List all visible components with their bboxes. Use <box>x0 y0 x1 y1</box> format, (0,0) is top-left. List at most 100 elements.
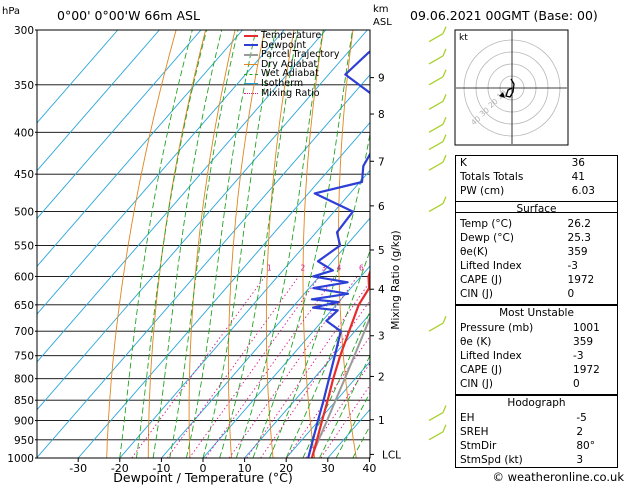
surface-row: Temp (°C) 26.2 <box>460 218 591 230</box>
pressure-tick-label: 500 <box>14 207 34 219</box>
wind-barb-staff <box>428 33 444 43</box>
storm-motion-arrow <box>499 92 505 98</box>
dry-adiabat-line <box>302 30 324 458</box>
wind-barb-staff <box>428 123 444 133</box>
most-unstable-table: Pressure (mb) 1001 θe (K) 359 Lifted Index… <box>456 321 617 391</box>
pressure-tick-label: 1000 <box>7 453 34 465</box>
wind-barb-flag <box>442 405 447 413</box>
km-unit-label: km <box>373 4 389 15</box>
hodograph-unit-label: kt <box>459 33 468 43</box>
mixing-ratio-line <box>188 276 320 458</box>
legend-swatch <box>244 64 258 66</box>
wind-barb-staff <box>428 431 444 441</box>
wet-adiabat-line <box>235 30 324 458</box>
isotherm-line <box>77 121 370 458</box>
surface-row: CIN (J) 0 <box>460 288 575 300</box>
isotherm-line <box>37 30 368 411</box>
hodo-row: SREH 2 <box>460 426 584 438</box>
wind-barb-staff <box>428 322 444 332</box>
mixing-ratio-label: 25 <box>443 263 453 272</box>
isotherm-line <box>37 30 160 172</box>
skewt-axes: 3003504004505005506006507007508008509009… <box>7 25 401 475</box>
wind-barb-flag <box>442 26 447 34</box>
legend-item-isotherm: Isotherm <box>244 79 339 89</box>
temp-tick-label: -10 <box>152 462 170 475</box>
wet-adiabat-line <box>169 30 239 458</box>
legend-swatch <box>244 34 258 37</box>
x-axis-label: Dewpoint / Temperature (°C) <box>113 470 292 485</box>
wind-barb <box>428 26 447 43</box>
index-row: Totals Totals 41 <box>460 171 585 183</box>
mixing-ratio-label: 15 <box>411 263 421 272</box>
legend-item-parcel: Parcel Trajectory <box>244 50 339 60</box>
dry-adiabat-line <box>227 30 265 458</box>
mixing-ratio-label: 4 <box>337 263 342 272</box>
mu-row: θe (K) 359 <box>460 336 594 348</box>
pressure-tick-label: 900 <box>14 416 34 428</box>
pressure-tick-label: 650 <box>14 300 34 312</box>
legend-swatch <box>244 83 258 85</box>
isotherm-line <box>244 313 370 458</box>
pressure-tick-label: 550 <box>14 240 34 252</box>
datetime-label: 09.06.2021 00GMT (Base: 00) <box>410 8 598 23</box>
dry-adiabat-line <box>406 30 439 458</box>
temp-tick-label: 40 <box>362 462 376 475</box>
temp-tick-label: 10 <box>238 462 252 475</box>
mixing-ratio-label: 2 <box>301 263 306 272</box>
wind-barb-flag <box>442 69 447 78</box>
wind-barb <box>428 196 447 213</box>
km-tick-label: 1 <box>378 415 385 427</box>
isotherm-line <box>37 30 202 220</box>
wind-barb-flag <box>442 154 447 163</box>
legend: Temperature Dewpoint Parcel Trajectory D… <box>244 31 339 98</box>
hodo-row: EH -5 <box>460 412 587 424</box>
legend-item-temperature: Temperature <box>244 31 339 41</box>
isotherm-line <box>37 30 119 124</box>
credit-label: © weatheronline.co.uk <box>492 470 624 484</box>
surface-title: Surface <box>516 203 557 215</box>
mixing-ratio-line <box>320 384 370 458</box>
pressure-tick-label: 400 <box>14 127 34 139</box>
km-tick-label: 7 <box>378 156 385 168</box>
wind-barb-flag <box>442 94 447 102</box>
km-tick-label: 5 <box>378 245 385 257</box>
dry-adiabat-line <box>147 30 207 458</box>
pressure-tick-label: 700 <box>14 326 34 338</box>
isotherm-line <box>285 360 370 458</box>
mixing-ratio-label: 20 <box>429 263 439 272</box>
isotherm-line <box>202 265 370 458</box>
wind-barb <box>428 48 447 65</box>
wind-barb-staff <box>428 161 444 171</box>
legend-item-mixing-ratio: Mixing Ratio <box>244 88 339 99</box>
mixing-ratio-line <box>205 276 336 458</box>
km-tick-label: 6 <box>378 201 385 213</box>
km-tick-label: 3 <box>378 331 385 343</box>
wind-barb <box>428 405 447 422</box>
pressure-tick-label: 750 <box>14 351 34 363</box>
isotherm-line <box>37 74 370 458</box>
wet-adiabat-line <box>135 30 208 458</box>
pressure-tick-label: 350 <box>14 80 34 92</box>
indices-box: K 36 Totals Totals 41 PW (cm) 6.03 <box>455 155 618 213</box>
hodograph-indices-box: Hodograph EH -5 SREH 2 StmDir 80° StmSpd (k… <box>455 395 618 468</box>
mixing-ratio-line <box>246 280 370 458</box>
pressure-tick-label: 850 <box>14 395 34 407</box>
mu-row: CAPE (J) 1972 <box>460 364 600 376</box>
mu-row: CIN (J) 0 <box>460 378 580 390</box>
wet-adiabat-line <box>202 30 277 458</box>
index-row: PW (cm) 6.03 <box>460 185 595 197</box>
indices-table: K 36 Totals Totals 41 PW (cm) 6.03 <box>456 156 617 198</box>
pressure-tick-label: 800 <box>14 374 34 386</box>
most-unstable-box: Most Unstable Pressure (mb) 1001 θe (K) 35… <box>455 305 618 395</box>
asl-unit-label: ASL <box>373 17 392 28</box>
wind-barb-staff <box>428 100 444 110</box>
wind-barb-flag <box>442 48 447 57</box>
wind-barb-flag <box>442 134 447 142</box>
hodo-row: StmDir 80° <box>460 440 595 452</box>
temp-tick-label: 30 <box>321 462 335 475</box>
legend-swatch <box>244 44 258 47</box>
wet-adiabat-line <box>219 30 299 458</box>
mixing-ratio-line <box>260 299 370 458</box>
